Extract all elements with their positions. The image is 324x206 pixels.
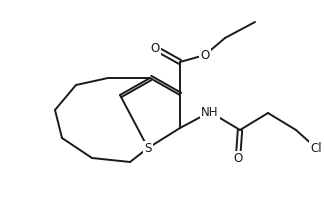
Text: S: S: [144, 142, 152, 154]
Text: O: O: [150, 41, 160, 55]
Text: Cl: Cl: [310, 142, 322, 154]
Text: NH: NH: [201, 105, 219, 118]
Text: O: O: [233, 151, 243, 165]
Text: O: O: [200, 48, 210, 62]
